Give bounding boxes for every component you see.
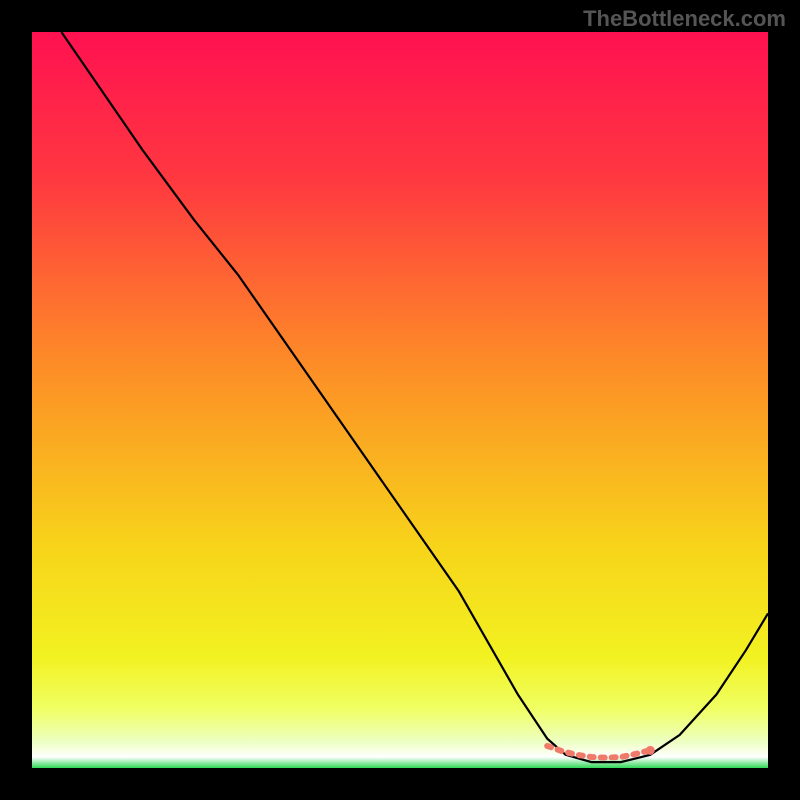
watermark-text: TheBottleneck.com xyxy=(583,6,786,32)
gradient-background xyxy=(32,32,768,768)
valley-end-marker xyxy=(646,746,655,755)
bottleneck-chart xyxy=(0,0,800,800)
